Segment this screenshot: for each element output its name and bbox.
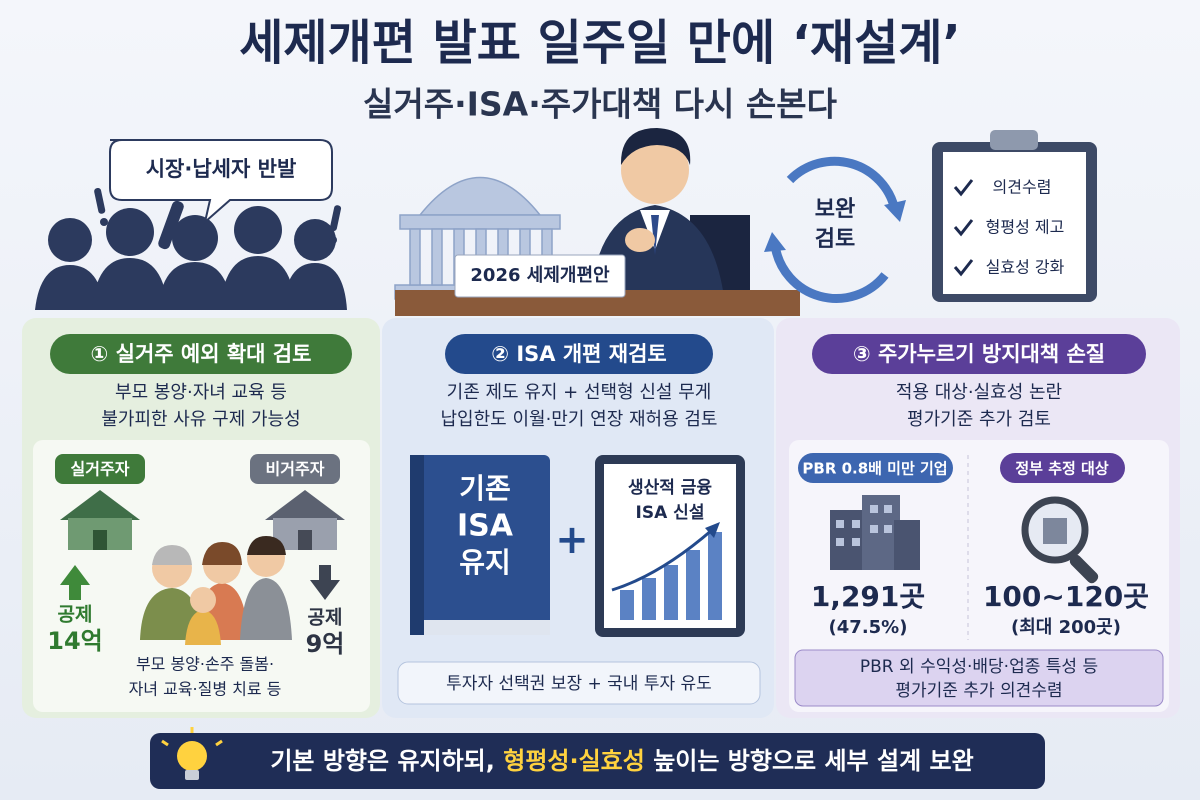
label: 비거주자	[266, 460, 325, 479]
house-icon	[265, 490, 345, 550]
banner-highlight: 형평성·실효성	[503, 747, 645, 775]
footer: PBR 외 수익성·배당·업종 특성 등	[860, 657, 1098, 677]
label: PBR 0.8배 미만 기업	[802, 460, 947, 478]
panel-title-pill	[50, 334, 352, 374]
family-icon	[140, 536, 292, 645]
banner	[150, 733, 1045, 789]
plus: +	[555, 517, 589, 563]
panel-desc: 기존 제도 유지 + 선택형 신설 무게	[447, 382, 712, 403]
note: 부모 봉양·손주 돌봄·	[136, 655, 274, 674]
panel-desc: 적용 대상·실효성 논란	[896, 382, 1062, 403]
panel-desc: 납입한도 이월·만기 연장 재허용 검토	[440, 409, 717, 430]
banner-text: 기본 방향은 유지하되, 형평성·실효성 높이는 방향으로 세부 설계 보완	[270, 747, 973, 775]
label-pill	[55, 454, 145, 484]
checklist-item: 실효성 강화	[986, 258, 1065, 277]
value: 1,291곳	[811, 580, 925, 613]
book-text: ISA	[457, 509, 514, 544]
subtitle: 실거주·ISA·주가대책 다시 손본다	[363, 85, 838, 124]
book-icon	[410, 455, 550, 635]
board-text: ISA 신설	[636, 503, 705, 523]
up-arrow	[60, 565, 90, 600]
note: 자녀 교육·질병 치료 등	[129, 680, 282, 699]
value-sub: (최대 200곳)	[1011, 617, 1121, 638]
deduction: 공제	[58, 604, 93, 626]
book-text: 유지	[459, 546, 511, 579]
footer-box	[397, 661, 761, 705]
value-sub: (47.5%)	[829, 617, 908, 638]
speech-text: 시장·납세자 반발	[146, 157, 297, 181]
panel-title-pill	[445, 334, 713, 374]
deduction-amount: 9억	[306, 630, 345, 658]
panel-title: ② ISA 개편 재검토	[491, 342, 667, 366]
panel-title-pill	[812, 334, 1146, 374]
bulb-icon	[161, 727, 223, 780]
building-icon	[830, 495, 920, 570]
cycle-text: 보완	[815, 197, 855, 222]
nameplate	[454, 254, 626, 298]
footer: 투자자 선택권 보장 + 국내 투자 유도	[446, 674, 712, 694]
label-pill	[1000, 453, 1125, 483]
title: 세제개편 발표 일주일 만에 ‘재설계’	[239, 15, 961, 71]
label-pill	[250, 454, 340, 484]
panel-desc: 불가피한 사유 구제 가능성	[101, 409, 300, 430]
book-text: 기존	[459, 472, 511, 505]
cycle-text: 검토	[815, 227, 855, 252]
banner-before: 기본 방향은 유지하되,	[270, 747, 503, 775]
label: 실거주자	[71, 460, 130, 479]
deduction-amount: 14억	[47, 627, 102, 655]
banner-after: 높이는 방향으로 세부 설계 보완	[645, 747, 974, 775]
speech-bubble	[109, 139, 333, 225]
cycle-arrows	[770, 156, 900, 303]
panel-desc: 부모 봉양·자녀 교육 등	[115, 382, 287, 403]
board-text: 생산적 금융	[628, 478, 712, 498]
house-icon	[60, 490, 140, 550]
footer: 평가기준 추가 의견수렴	[895, 681, 1062, 701]
exclamation-icons	[94, 187, 342, 244]
checklist-item: 의견수렴	[993, 178, 1052, 197]
board-icon	[595, 455, 745, 637]
nameplate-text: 2026 세제개편안	[470, 265, 610, 286]
panel-title: ① 실거주 예외 확대 검토	[91, 342, 312, 366]
check-icons	[953, 179, 974, 277]
checklist-item: 형평성 제고	[986, 218, 1065, 237]
crowd	[35, 200, 347, 310]
panel-desc: 평가기준 추가 검토	[907, 409, 1051, 430]
cycle-arrowheads	[764, 200, 906, 252]
panel-title: ③ 주가누르기 방지대책 손질	[853, 342, 1105, 366]
deduction: 공제	[308, 607, 343, 629]
value: 100~120곳	[983, 580, 1149, 613]
magnifier-icon	[1021, 496, 1099, 584]
label-pill	[798, 453, 953, 483]
label: 정부 추정 대상	[1015, 460, 1108, 478]
footer-box	[794, 649, 1164, 707]
clipboard	[932, 130, 1097, 302]
down-arrow	[310, 565, 340, 600]
